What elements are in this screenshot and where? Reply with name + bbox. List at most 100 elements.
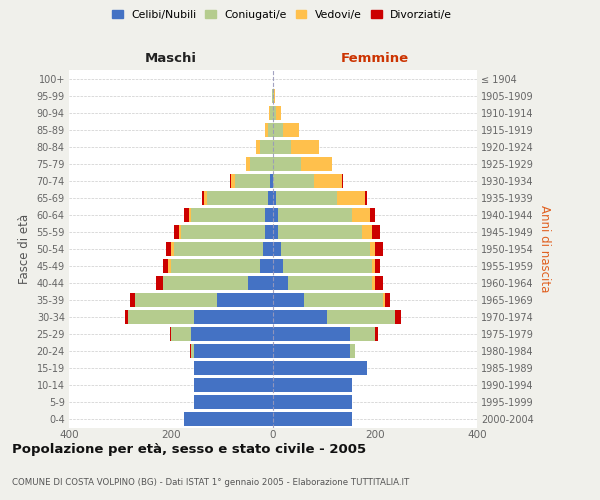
Bar	[337, 190, 365, 204]
Bar	[273, 361, 367, 375]
Bar	[194, 310, 273, 324]
Bar	[269, 106, 271, 120]
Bar	[194, 378, 273, 392]
Y-axis label: Fasce di età: Fasce di età	[18, 214, 31, 284]
Bar	[260, 259, 273, 273]
Bar	[235, 174, 271, 188]
Bar	[273, 242, 281, 256]
Bar	[373, 276, 375, 290]
Bar	[202, 190, 204, 204]
Bar	[125, 310, 128, 324]
Bar	[263, 242, 273, 256]
Bar	[370, 208, 375, 222]
Bar	[189, 208, 191, 222]
Bar	[191, 208, 265, 222]
Bar	[265, 224, 273, 238]
Bar	[256, 140, 260, 153]
Bar	[349, 327, 375, 341]
Legend: Celibi/Nubili, Coniugati/e, Vedovi/e, Divorziati/e: Celibi/Nubili, Coniugati/e, Vedovi/e, Di…	[107, 6, 457, 24]
Bar	[365, 190, 367, 204]
Bar	[273, 88, 274, 102]
Bar	[265, 208, 273, 222]
Bar	[283, 122, 299, 136]
Bar	[275, 190, 337, 204]
Bar	[370, 242, 375, 256]
Bar	[385, 293, 391, 307]
Y-axis label: Anni di nascita: Anni di nascita	[538, 205, 551, 292]
Bar	[273, 395, 352, 409]
Bar	[349, 344, 355, 358]
Bar	[314, 174, 342, 188]
Bar	[217, 293, 273, 307]
Bar	[283, 259, 373, 273]
Bar	[273, 378, 352, 392]
Bar	[171, 259, 260, 273]
Bar	[179, 224, 181, 238]
Bar	[301, 156, 332, 170]
Bar	[273, 190, 275, 204]
Bar	[190, 344, 191, 358]
Bar	[275, 106, 281, 120]
Bar	[273, 174, 314, 188]
Bar	[273, 259, 283, 273]
Bar	[375, 259, 380, 273]
Bar	[271, 106, 273, 120]
Text: Maschi: Maschi	[145, 52, 197, 65]
Bar	[230, 174, 235, 188]
Bar	[170, 327, 171, 341]
Bar	[291, 140, 319, 153]
Bar	[273, 122, 283, 136]
Bar	[271, 174, 273, 188]
Bar	[373, 259, 375, 273]
Bar	[181, 224, 265, 238]
Bar	[163, 259, 169, 273]
Bar	[191, 344, 194, 358]
Bar	[250, 156, 273, 170]
Bar	[304, 293, 383, 307]
Bar	[166, 242, 171, 256]
Bar	[169, 259, 171, 273]
Bar	[373, 224, 380, 238]
Bar	[273, 412, 352, 426]
Bar	[278, 224, 362, 238]
Bar	[136, 293, 217, 307]
Bar	[375, 276, 383, 290]
Bar	[395, 310, 401, 324]
Bar	[130, 293, 136, 307]
Bar	[184, 412, 273, 426]
Bar	[273, 344, 349, 358]
Bar	[278, 208, 352, 222]
Bar	[272, 88, 273, 102]
Bar	[273, 208, 278, 222]
Bar	[281, 242, 370, 256]
Bar	[383, 293, 385, 307]
Bar	[265, 122, 268, 136]
Bar	[194, 395, 273, 409]
Bar	[171, 242, 173, 256]
Bar	[246, 156, 250, 170]
Bar	[194, 344, 273, 358]
Bar	[375, 327, 377, 341]
Bar	[273, 310, 326, 324]
Bar	[274, 88, 275, 102]
Bar	[128, 310, 194, 324]
Bar	[326, 310, 395, 324]
Bar	[273, 327, 349, 341]
Bar	[273, 156, 301, 170]
Text: Femmine: Femmine	[341, 52, 409, 65]
Bar	[204, 190, 206, 204]
Bar	[273, 140, 291, 153]
Bar	[375, 242, 383, 256]
Bar	[248, 276, 273, 290]
Bar	[156, 276, 163, 290]
Bar	[273, 224, 278, 238]
Bar	[171, 327, 191, 341]
Bar	[342, 174, 343, 188]
Bar	[173, 224, 179, 238]
Bar	[273, 106, 275, 120]
Bar	[273, 276, 289, 290]
Bar	[273, 293, 304, 307]
Bar	[260, 140, 273, 153]
Bar	[289, 276, 373, 290]
Bar	[191, 327, 273, 341]
